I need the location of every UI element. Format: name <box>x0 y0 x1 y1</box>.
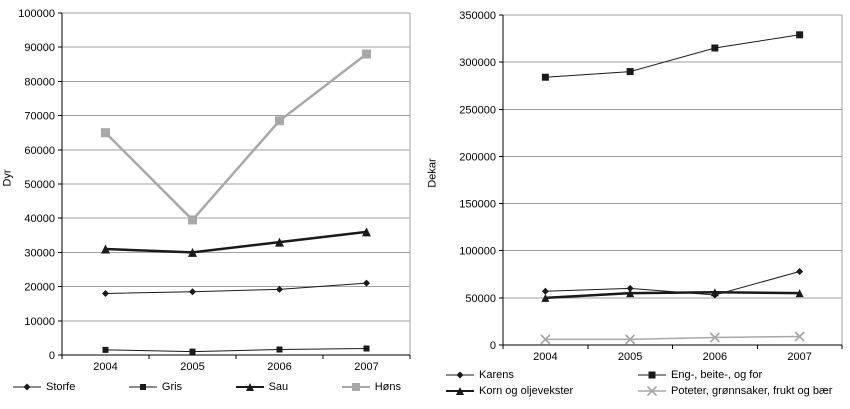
x-tick-label: 2004 <box>533 351 557 363</box>
y-tick-label: 300000 <box>459 57 496 69</box>
y-tick-label: 0 <box>490 340 496 352</box>
legend-item-karens: Karens <box>445 369 637 381</box>
legend-item-hons: Høns <box>341 381 401 393</box>
legend-item-storfe: Storfe <box>12 381 75 393</box>
y-tick-label: 100000 <box>459 246 496 258</box>
series-korn-og-oljevekster <box>541 288 804 302</box>
legend-label: Korn og oljevekster <box>479 385 574 397</box>
y-tick-label: 20000 <box>24 282 55 294</box>
x-tick-label: 2007 <box>354 361 378 373</box>
legend-item-eng-beite-og-for: Eng-, beite-, og for <box>637 369 850 381</box>
y-tick-label: 60000 <box>24 145 55 157</box>
legend-label: Storfe <box>46 381 76 393</box>
x-tick-label: 2006 <box>703 351 727 363</box>
legend-label: Gris <box>161 381 183 393</box>
series-storfe <box>102 279 370 297</box>
y-tick-label: 80000 <box>24 76 55 88</box>
x-tick-label: 2007 <box>787 351 811 363</box>
legend-marker-eng-beite-og-for-icon <box>638 371 666 379</box>
legend-label: Høns <box>374 381 401 393</box>
series-sau <box>101 227 371 257</box>
y-tick-label: 350000 <box>459 10 496 22</box>
legend-label: Eng-, beite-, og for <box>671 369 763 381</box>
y-tick-label: 70000 <box>24 111 55 123</box>
legend-marker-karens-icon <box>446 371 474 379</box>
y-tick-label: 250000 <box>459 104 496 116</box>
legend-marker-hons-icon <box>341 383 370 391</box>
y-tick-label: 150000 <box>459 199 496 211</box>
series-poteter-gronnsaker-frukt-og-baer <box>540 331 805 345</box>
legend-label: Karens <box>479 369 514 381</box>
gridlines <box>62 12 411 356</box>
y-tick-label: 100000 <box>18 8 55 20</box>
y-tick-label: 50000 <box>465 293 496 305</box>
axes: 0 10000 20000 30000 40000 50000 60000 70000 8000… <box>18 8 411 373</box>
legend-label: Sau <box>268 381 289 393</box>
animals-chart-plot: 0 10000 20000 30000 40000 50000 60000 70000 8000… <box>18 8 411 373</box>
x-tick-label: 2005 <box>618 351 642 363</box>
series-hons <box>101 49 371 225</box>
legend-item-poteter-gronnsaker-frukt-og-baer: Poteter, grønnsaker, frukt og bær <box>637 385 850 397</box>
legend-marker-sau-icon <box>235 383 264 391</box>
y-tick-label: 90000 <box>24 42 55 54</box>
axes: 0 50000 100000 150000 200000 250000 300000 3500… <box>459 10 843 363</box>
area-chart: 0 50000 100000 150000 200000 250000 300000 3500… <box>425 0 850 409</box>
y-tick-label: 0 <box>49 350 55 362</box>
legend-marker-gris-icon <box>128 384 157 390</box>
series-gris <box>102 345 370 355</box>
x-tick-label: 2004 <box>93 361 117 373</box>
legend-marker-korn-og-oljevekster-icon <box>446 387 474 395</box>
x-tick-label: 2006 <box>267 361 291 373</box>
y-tick-label: 200000 <box>459 151 496 163</box>
gridlines <box>503 14 843 346</box>
y-tick-label: 50000 <box>24 179 55 191</box>
legend-marker-poteter-gronnsaker-frukt-og-baer-icon <box>638 386 666 396</box>
series-eng-beite-og-for <box>541 31 804 81</box>
animals-chart: 0 10000 20000 30000 40000 50000 60000 70000 8000… <box>0 8 425 393</box>
area-chart-legend: Karens Eng-, beite-, og for Korn og oljeve… <box>425 369 850 397</box>
legend-label: Poteter, grønnsaker, frukt og bær <box>671 385 833 397</box>
legend-item-gris: Gris <box>128 381 182 393</box>
legend-marker-storfe-icon <box>13 383 41 391</box>
y-tick-label: 10000 <box>24 316 55 328</box>
legend-item-sau: Sau <box>235 381 289 393</box>
x-tick-label: 2005 <box>180 361 204 373</box>
legend-item-korn-og-oljevekster: Korn og oljevekster <box>445 385 637 397</box>
area-chart-plot: 0 50000 100000 150000 200000 250000 300000 3500… <box>459 10 843 363</box>
y-tick-label: 40000 <box>24 213 55 225</box>
animals-chart-legend: Storfe Gris Sau Høns <box>0 381 425 393</box>
y-tick-label: 30000 <box>24 247 55 259</box>
